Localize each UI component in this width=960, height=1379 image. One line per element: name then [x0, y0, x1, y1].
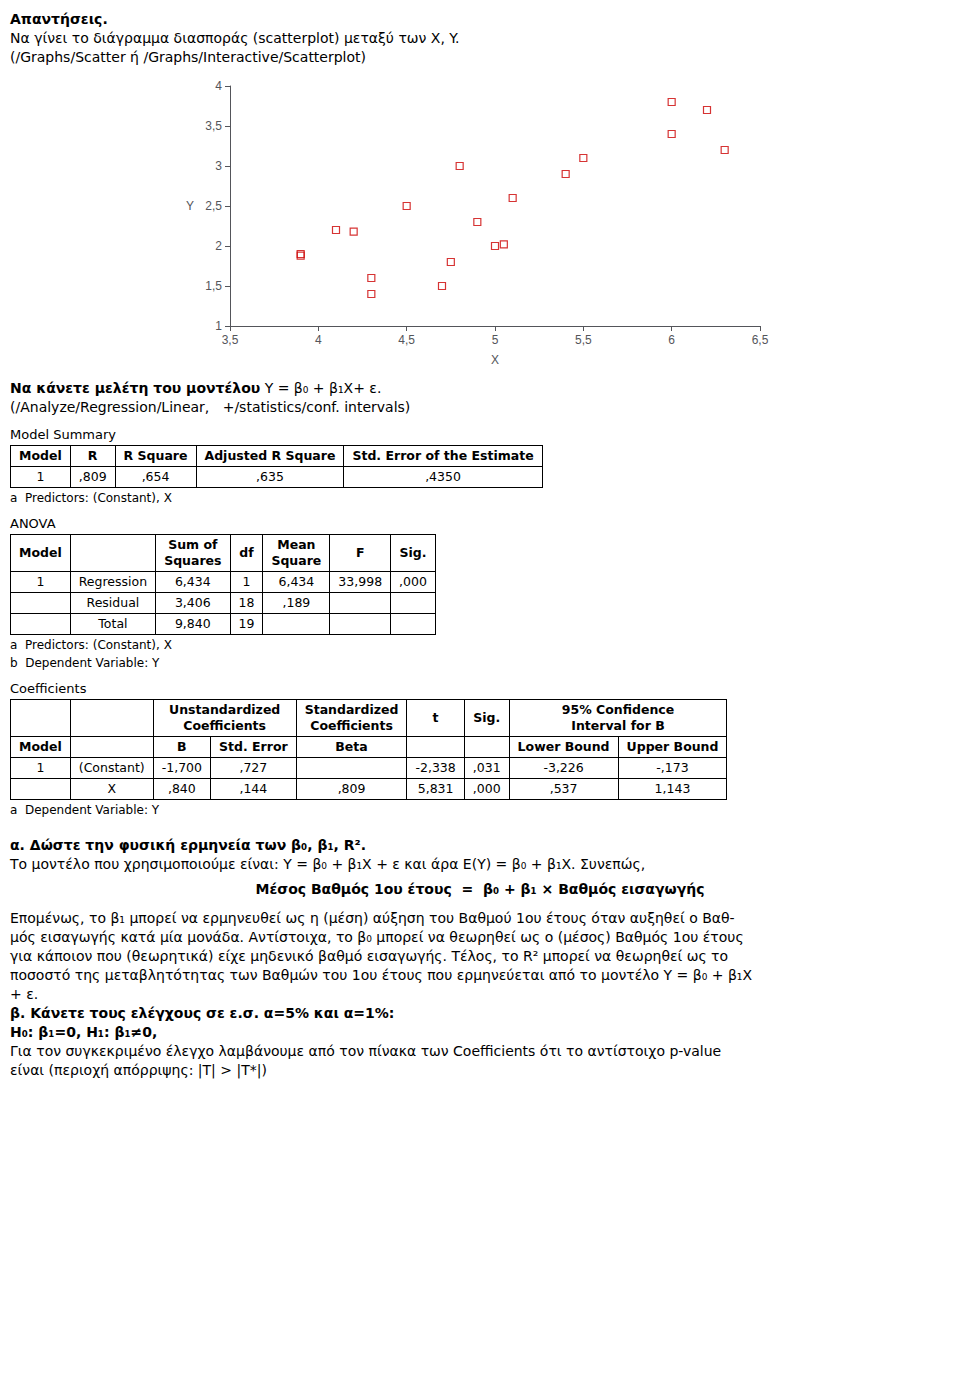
html-text:t: t: [432, 710, 439, 725]
html-text:Unstandardized Coefficients: Unstandardized Coefficients: [169, 702, 281, 733]
html-text:1,143: 1,143: [654, 781, 691, 796]
html-text:-,173: -,173: [656, 760, 689, 775]
html-text:a Predictors: (Constant), X: a Predictors: (Constant), X: [10, 638, 172, 652]
html-text:1: 1: [36, 574, 45, 589]
svg-text:3: 3: [215, 159, 222, 173]
html-text:Model: Model: [19, 545, 62, 560]
html-text:,809: ,809: [78, 469, 107, 484]
html-text:είναι (περιοχή απόρριψης: |T|: είναι (περιοχή απόρριψης: |T| > |T*|): [10, 1062, 267, 1078]
html-text:Std. Error: Std. Error: [219, 739, 288, 754]
svg-text:3,5: 3,5: [205, 119, 222, 133]
svg-text:X: X: [491, 353, 499, 367]
html-text:ποσοστό της μεταβλητότητας των: ποσοστό της μεταβλητότητας των Βαθμών το…: [10, 967, 753, 983]
html-text:,809: ,809: [337, 781, 366, 796]
html-text:6,434: 6,434: [278, 574, 315, 589]
svg-text:5: 5: [492, 333, 499, 347]
html-text:1: 1: [36, 760, 45, 775]
html-text:9,840: 9,840: [174, 616, 211, 631]
html-text:,031: ,031: [472, 760, 501, 775]
html-text:Sum of Squares: Sum of Squares: [164, 537, 222, 568]
html-text:Regression: Regression: [78, 574, 148, 589]
html-text:Adjusted R Square: Adjusted R Square: [204, 448, 336, 463]
html-text:Το μοντέλο που χρησιμοποιούμε: Το μοντέλο που χρησιμοποιούμε είναι: Y =…: [10, 856, 646, 872]
html-text:μός εισαγωγής κατά μία μονάδα.: μός εισαγωγής κατά μία μονάδα. Αντίστοιχ…: [10, 929, 744, 945]
svg-text:1,5: 1,5: [205, 279, 222, 293]
html-text:a Predictors: (Constant), X: a Predictors: (Constant), X: [10, 491, 172, 505]
html-text:H₀: β₁=0, H₁: β₁≠0,: H₀: β₁=0, H₁: β₁≠0,: [10, 1024, 158, 1040]
html-text:Model: Model: [19, 448, 62, 463]
html-text:6,434: 6,434: [174, 574, 211, 589]
html-text:Να κάνετε μελέτη του μοντέλου: Να κάνετε μελέτη του μοντέλου Y = β₀ + β…: [10, 380, 382, 396]
html-text:,635: ,635: [256, 469, 284, 484]
html-text:18: 18: [238, 595, 255, 610]
html-text:3,406: 3,406: [174, 595, 211, 610]
html-text:X: X: [107, 781, 116, 796]
html-text:Επομένως, το β₁ μπορεί να ερμη: Επομένως, το β₁ μπορεί να ερμηνευθεί ως …: [10, 910, 735, 926]
html-text:α. Δώστε την φυσική ερμηνεία τ: α. Δώστε την φυσική ερμηνεία των β₀, β₁,…: [10, 837, 366, 853]
svg-text:4: 4: [215, 79, 222, 93]
html-text:,537: ,537: [549, 781, 578, 796]
html-text:df: df: [239, 545, 254, 560]
html-text:33,998: 33,998: [338, 574, 383, 589]
html-text:Upper Bound: Upper Bound: [626, 739, 719, 754]
html-text:Residual: Residual: [86, 595, 140, 610]
html-text:95% Confidence Interval for B: 95% Confidence Interval for B: [561, 702, 675, 733]
html-text:Total: Total: [98, 616, 128, 631]
html-text:,840: ,840: [167, 781, 196, 796]
html-text:a Dependent Variable: Y: a Dependent Variable: Y: [10, 803, 160, 817]
html-text:1: 1: [36, 469, 45, 484]
html-text:Για τον συγκεκριμένο έλεγχο λα: Για τον συγκεκριμένο έλεγχο λαμβάνουμε α…: [10, 1043, 722, 1059]
html-text:Μέσος Βαθμός 1ου έτους = β₀ +: Μέσος Βαθμός 1ου έτους = β₀ + β₁ × Βαθμό…: [255, 881, 705, 897]
html-text:Απαντήσεις.: Απαντήσεις.: [10, 11, 108, 27]
svg-text:6,5: 6,5: [752, 333, 769, 347]
html-text:Sig.: Sig.: [399, 545, 427, 560]
html-text:,000: ,000: [472, 781, 501, 796]
html-text:Standardized Coefficients: Standardized Coefficients: [304, 702, 399, 733]
html-text:-2,338: -2,338: [415, 760, 456, 775]
html-text:,727: ,727: [239, 760, 268, 775]
html-text:F: F: [355, 545, 365, 560]
html-text:+ ε.: + ε.: [10, 986, 39, 1002]
html-text:για κάποιον που (θεωρητικά) εί: για κάποιον που (θεωρητικά) είχε μηδενικ…: [10, 948, 729, 964]
svg-text:1: 1: [215, 319, 222, 333]
html-text:,4350: ,4350: [425, 469, 461, 484]
html-text:Να γίνει το διάγραμμα διασπορά: Να γίνει το διάγραμμα διασποράς (scatter…: [10, 30, 460, 46]
svg-text:2,5: 2,5: [205, 199, 222, 213]
html-text:19: 19: [238, 616, 255, 631]
html-text:,144: ,144: [239, 781, 268, 796]
html-text:b Dependent Variable: Y: b Dependent Variable: Y: [10, 656, 160, 670]
html-text:(/Graphs/Scatter ή /Graphs/Int: (/Graphs/Scatter ή /Graphs/Interactive/S…: [10, 49, 366, 65]
svg-text:Y: Y: [186, 199, 194, 213]
html-text:1: 1: [242, 574, 251, 589]
html-text:(Constant): (Constant): [78, 760, 145, 775]
html-text:,000: ,000: [399, 574, 427, 589]
html-text:Sig.: Sig.: [473, 710, 501, 725]
html-text:Lower Bound: Lower Bound: [517, 739, 610, 754]
html-text:Model Summary: Model Summary: [10, 427, 116, 442]
html-text:-3,226: -3,226: [543, 760, 584, 775]
html-text:5,831: 5,831: [417, 781, 454, 796]
svg-text:6: 6: [668, 333, 675, 347]
html-text:R: R: [87, 448, 98, 463]
html-text:Coefficients: Coefficients: [10, 681, 87, 696]
html-text:Mean Square: Mean Square: [271, 537, 322, 568]
html-text:Model: Model: [19, 739, 62, 754]
html-text:Beta: Beta: [335, 739, 368, 754]
html-text:-1,700: -1,700: [161, 760, 202, 775]
svg-text:3,5: 3,5: [222, 333, 239, 347]
html-text:(/Analyze/Regression/Linear, +: (/Analyze/Regression/Linear, +/statistic…: [10, 399, 411, 415]
html-text:R Square: R Square: [123, 448, 188, 463]
html-text:ANOVA: ANOVA: [10, 516, 56, 531]
html-text:,654: ,654: [141, 469, 170, 484]
html-text:,189: ,189: [282, 595, 311, 610]
html-text:B: B: [177, 739, 187, 754]
html-text:β. Κάνετε τους ελέγχους σε ε.σ: β. Κάνετε τους ελέγχους σε ε.σ. α=5% και…: [10, 1005, 395, 1021]
svg-text:2: 2: [215, 239, 222, 253]
svg-text:5,5: 5,5: [575, 333, 592, 347]
svg-text:4: 4: [315, 333, 322, 347]
html-text:Std. Error of the Estimate: Std. Error of the Estimate: [352, 448, 534, 463]
svg-text:4,5: 4,5: [398, 333, 415, 347]
